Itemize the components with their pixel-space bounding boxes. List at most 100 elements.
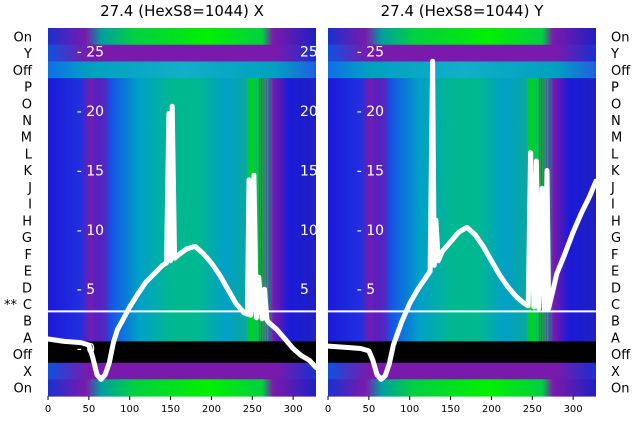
row-label: Off [611,64,631,79]
row-label: On [14,30,32,45]
row-label: E [611,265,619,280]
row-label: Y [610,47,619,62]
x-tick-label: 250 [523,404,542,415]
trace-line-thin [47,105,317,381]
green-stripe [259,78,262,346]
heatmap-row-y [328,44,596,63]
heatmap-row-on [48,379,316,397]
x-tick-label: 50 [82,404,95,415]
x-tick-label: 300 [284,404,303,415]
row-label: J [27,181,32,196]
x-tick-label: 200 [482,404,501,415]
heatmap-row-on [328,379,596,397]
y-tick-label: - 15 [357,163,384,179]
heatmap-row-j [48,178,316,196]
heatmap-row-n [328,111,596,129]
row-label: Off [13,64,33,79]
x-tick-label: 0 [45,404,51,415]
trace-line-thin [327,60,597,381]
row-label: H [611,214,621,229]
row-label: Y [23,47,32,62]
row-marker: ** [4,298,18,313]
x-tick-label: 150 [441,404,460,415]
y-tick-label: - 20 [77,104,104,120]
x-tick-label: 0 [325,404,331,415]
y-tick-label: - 25 [357,45,384,61]
heatmap-row-b [328,312,596,330]
row-label: A [23,331,32,346]
row-label: F [611,248,618,263]
row-label: G [22,231,32,246]
heatmap-row-f [328,245,596,263]
row-label: D [611,281,621,296]
green-stripe [262,78,264,346]
heatmap-row-x [48,362,316,380]
row-label: N [22,114,32,129]
row-label: On [14,382,32,397]
heatmap-row-j [328,178,596,196]
heatmap-row-on [48,28,316,46]
purple-stripe [95,78,107,346]
row-label: C [23,298,32,313]
row-label: P [24,81,32,96]
green-stripe [266,78,269,346]
row-label: E [24,265,32,280]
row-label: X [23,365,32,380]
heatmap-row-l [48,145,316,163]
green-stripe [257,78,259,346]
row-label: H [22,214,32,229]
row-label: Off [13,348,33,363]
row-label: On [611,382,629,397]
heatmap-row-on [328,28,596,46]
row-label: F [25,248,32,263]
heatmap-row-y [48,44,316,63]
green-stripe [264,78,266,346]
heatmap-row-off [48,61,316,79]
x-tick-label: 200 [202,404,221,415]
heatmap-row-i [328,195,596,213]
row-label: On [611,30,629,45]
x-tick-label: 50 [362,404,375,415]
row-label: B [611,315,620,330]
row-label: C [611,298,620,313]
row-label: L [25,147,33,162]
y-tick-label-right: 15 [300,163,318,179]
x-tick-label: 100 [120,404,139,415]
y-tick-label-right: 5 [300,282,309,298]
heatmap-row-off [328,61,596,79]
y-tick-label-right: 20 [300,104,318,120]
x-tick-label: 150 [161,404,180,415]
y-tick-label-right: 25 [300,45,318,61]
row-label: P [611,81,619,96]
row-label: N [611,114,621,129]
row-label: K [611,164,620,179]
y-tick-label: - 15 [77,163,104,179]
row-label: I [611,198,615,213]
panel-y: - 5 - 10 - 15 - 20 - 25 0 50 100 150 200 250 300 27.… [325,2,631,415]
heatmap-row-o [48,94,316,113]
row-label: D [22,281,32,296]
y-tick-label: - 5 [77,282,95,298]
heatmap-row-m [328,128,596,146]
heatmap-row-n [48,111,316,129]
row-label: O [22,97,32,112]
heatmap-row-p [48,78,316,96]
row-label: M [21,131,32,146]
row-label: X [611,365,620,380]
heatmap-row-i [48,195,316,213]
row-label: B [23,315,32,330]
heatmap-row-m [48,128,316,146]
y-tick-label: - 0 [77,342,95,358]
x-tick-label: 300 [564,404,583,415]
heatmap-row-o [328,94,596,113]
x-tick-label: 100 [400,404,419,415]
purple-stripe [375,78,387,346]
y-tick-label: - 20 [357,104,384,120]
row-label: Off [611,348,631,363]
heatmap-row-e [48,262,316,280]
y-tick-label: - 10 [357,223,384,239]
y-tick-label: - 25 [77,45,104,61]
row-label: G [611,231,621,246]
